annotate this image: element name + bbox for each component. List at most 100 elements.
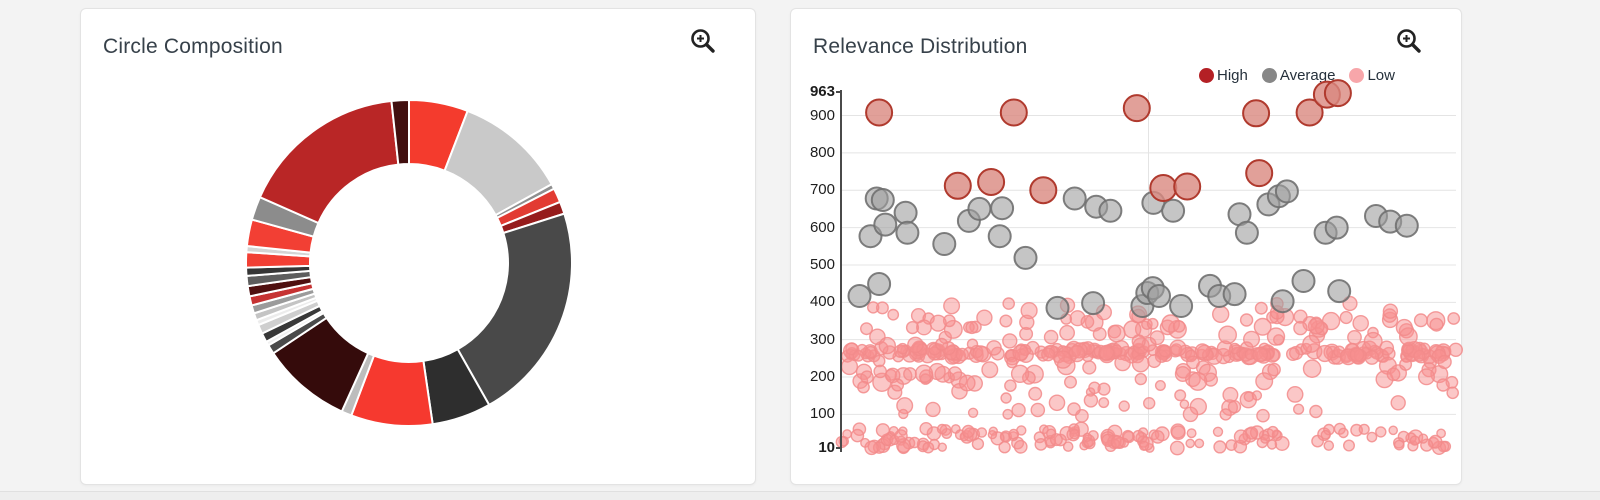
scatter-point-low[interactable]: [1252, 346, 1269, 363]
donut-segment-25[interactable]: [258, 99, 400, 225]
scatter-point-low[interactable]: [1349, 347, 1365, 363]
scatter-point-low[interactable]: [1069, 429, 1080, 440]
scatter-point-average[interactable]: [1147, 284, 1171, 308]
scatter-point-low[interactable]: [935, 337, 949, 351]
scatter-point-low[interactable]: [1446, 386, 1460, 400]
scatter-point-low[interactable]: [890, 378, 905, 392]
scatter-point-low[interactable]: [1413, 313, 1428, 328]
scatter-point-low[interactable]: [1418, 433, 1429, 444]
scatter-point-low[interactable]: [1213, 440, 1227, 454]
scatter-point-low[interactable]: [1266, 425, 1279, 438]
scatter-point-low[interactable]: [1409, 435, 1420, 446]
scatter-point-low[interactable]: [1172, 320, 1186, 333]
scatter-point-high[interactable]: [1242, 99, 1271, 128]
scatter-point-low[interactable]: [1158, 344, 1172, 358]
scatter-point-low[interactable]: [1320, 429, 1331, 440]
scatter-point-low[interactable]: [943, 297, 961, 315]
scatter-point-low[interactable]: [1366, 431, 1378, 443]
scatter-point-low[interactable]: [1034, 437, 1048, 451]
scatter-point-low[interactable]: [1114, 354, 1131, 372]
scatter-point-average[interactable]: [1234, 220, 1259, 245]
scatter-point-low[interactable]: [896, 342, 909, 355]
scatter-point-low[interactable]: [1413, 349, 1426, 362]
scatter-point-low[interactable]: [1347, 329, 1362, 345]
scatter-point-low[interactable]: [1013, 439, 1028, 454]
scatter-point-low[interactable]: [1030, 402, 1046, 418]
scatter-point-average[interactable]: [1045, 295, 1070, 320]
scatter-point-low[interactable]: [1028, 386, 1043, 401]
scatter-point-low[interactable]: [1390, 395, 1406, 411]
scatter-point-low[interactable]: [866, 301, 880, 314]
scatter-point-low[interactable]: [1098, 345, 1115, 361]
scatter-point-average[interactable]: [1274, 179, 1299, 204]
scatter-point-low[interactable]: [1008, 428, 1020, 440]
scatter-point-low[interactable]: [1352, 314, 1370, 332]
scatter-point-low[interactable]: [1286, 385, 1304, 403]
scatter-point-low[interactable]: [914, 364, 934, 383]
scatter-point-average[interactable]: [987, 224, 1012, 249]
scatter-point-high[interactable]: [1173, 172, 1202, 201]
scatter-point-low[interactable]: [1219, 408, 1232, 421]
scatter-point-low[interactable]: [1182, 406, 1199, 423]
scatter-point-low[interactable]: [1092, 327, 1107, 342]
scatter-point-low[interactable]: [1429, 317, 1444, 332]
scatter-point-low[interactable]: [852, 349, 865, 362]
scatter-point-low[interactable]: [903, 367, 917, 381]
scatter-point-low[interactable]: [1316, 344, 1334, 363]
scatter-point-low[interactable]: [965, 320, 979, 335]
scatter-point-low[interactable]: [922, 441, 935, 454]
scatter-point-average[interactable]: [1062, 186, 1087, 211]
scatter-point-low[interactable]: [1194, 438, 1205, 449]
scatter-point-low[interactable]: [1388, 425, 1399, 436]
scatter-point-low[interactable]: [961, 424, 975, 439]
scatter-point-low[interactable]: [1041, 347, 1056, 362]
scatter-point-average[interactable]: [1291, 269, 1316, 293]
scatter-point-low[interactable]: [1260, 433, 1270, 444]
scatter-point-average[interactable]: [1098, 198, 1123, 223]
scatter-point-average[interactable]: [847, 284, 872, 308]
scatter-point-low[interactable]: [898, 426, 908, 436]
scatter-point-low[interactable]: [1062, 441, 1074, 452]
scatter-point-low[interactable]: [1049, 433, 1063, 447]
scatter-point-average[interactable]: [893, 200, 918, 225]
scatter-point-low[interactable]: [967, 407, 979, 418]
scatter-point-low[interactable]: [1150, 430, 1165, 444]
scatter-point-low[interactable]: [1266, 327, 1286, 346]
scatter-point-low[interactable]: [1293, 403, 1305, 415]
scatter-point-low[interactable]: [850, 428, 865, 443]
scatter-point-average[interactable]: [895, 220, 920, 245]
scatter-point-low[interactable]: [1185, 438, 1196, 449]
scatter-point-average[interactable]: [1394, 213, 1419, 238]
scatter-point-low[interactable]: [1358, 423, 1370, 435]
scatter-point-high[interactable]: [1149, 174, 1178, 202]
scatter-point-low[interactable]: [1011, 402, 1026, 418]
scatter-point-average[interactable]: [932, 232, 957, 256]
scatter-point-average[interactable]: [1013, 245, 1038, 270]
scatter-point-low[interactable]: [1212, 426, 1224, 437]
scatter-point-low[interactable]: [1186, 428, 1197, 439]
scatter-point-low[interactable]: [1233, 429, 1249, 444]
scatter-point-low[interactable]: [1059, 324, 1075, 341]
scatter-point-low[interactable]: [1338, 427, 1349, 439]
scatter-point-low[interactable]: [1174, 389, 1187, 402]
scatter-point-low[interactable]: [972, 345, 989, 362]
scatter-point-high[interactable]: [1245, 159, 1274, 188]
scatter-point-low[interactable]: [1307, 317, 1325, 335]
scatter-point-low[interactable]: [958, 374, 976, 392]
scatter-point-low[interactable]: [1285, 347, 1300, 361]
scatter-point-low[interactable]: [907, 336, 924, 354]
scatter-point-low[interactable]: [878, 336, 897, 355]
scatter-point-low[interactable]: [888, 425, 899, 436]
legend-item-high[interactable]: High: [1199, 67, 1248, 84]
scatter-point-average[interactable]: [967, 196, 992, 221]
scatter-point-low[interactable]: [1363, 331, 1383, 351]
scatter-point-low[interactable]: [1309, 404, 1323, 419]
scatter-point-low[interactable]: [971, 437, 985, 451]
legend-item-average[interactable]: Average: [1261, 67, 1335, 84]
zoom-in-icon[interactable]: [689, 27, 717, 55]
scatter-point-average[interactable]: [1327, 279, 1352, 304]
scatter-point-low[interactable]: [1447, 312, 1461, 325]
scatter-point-low[interactable]: [1212, 305, 1230, 323]
scatter-point-low[interactable]: [1118, 400, 1130, 412]
scatter-point-average[interactable]: [990, 196, 1015, 221]
